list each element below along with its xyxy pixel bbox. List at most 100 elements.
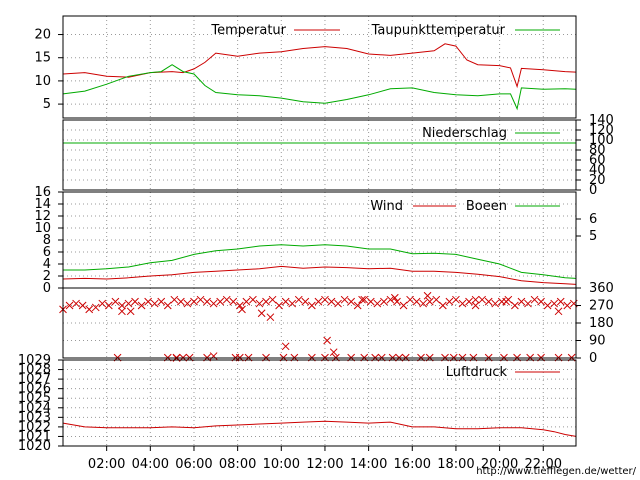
pressure-left-tick-label: 1022 [18, 420, 51, 435]
wind_direction-point [91, 303, 100, 312]
precipitation-right-tick-label: 0 [589, 183, 597, 198]
pressure-left-tick-label: 1023 [18, 410, 51, 425]
wind_direction-right-tick-label: 90 [589, 334, 606, 349]
wind_direction-point [390, 293, 399, 302]
wind_direction-right-tick-label: 270 [589, 299, 614, 314]
wind_direction-point [301, 297, 310, 306]
wind_direction-point [281, 342, 290, 351]
grid-layer [63, 16, 576, 446]
credit-url: http://www.tiefflegen.de/wetter/ [476, 466, 636, 477]
wind_direction-point [524, 299, 532, 308]
temperature-legend-label: Taupunkttemperatur [371, 23, 506, 38]
precipitation-right-tick-label: 120 [589, 123, 614, 138]
temperature-left-tick-label: 15 [34, 51, 51, 66]
x-tick-label: 08:00 [219, 457, 256, 472]
wind-right-tick-label: 6 [589, 212, 597, 227]
wind_direction-point [438, 301, 447, 310]
wind-series-0 [62, 265, 577, 285]
temperature-series-1 [62, 64, 577, 111]
precipitation-right-tick-label: 40 [589, 163, 606, 178]
wind_direction-point [386, 295, 395, 304]
wind-left-tick-label: 16 [34, 185, 51, 200]
wind-left-tick-label: 10 [34, 221, 51, 236]
pressure-left-tick-label: 1026 [18, 382, 51, 397]
precipitation-right-tick-label: 100 [589, 133, 614, 148]
wind_direction-point [85, 305, 94, 314]
pressure-frame [62, 359, 577, 447]
wind_direction-point [268, 295, 277, 304]
wind_direction-point [209, 352, 218, 360]
wind_direction-right-tick-label: 0 [589, 351, 597, 366]
wind_direction-point [126, 307, 135, 316]
x-tick-label: 02:00 [88, 457, 125, 472]
pressure-left-tick-label: 1028 [18, 363, 51, 378]
wind_direction-point [563, 301, 572, 310]
wind_direction-right-tick-label: 360 [589, 281, 614, 296]
wind-left-tick-label: 6 [43, 245, 51, 260]
wind_direction-point [358, 295, 366, 304]
wind_direction-point [98, 299, 107, 308]
wind_direction-point [412, 297, 421, 306]
wind-left-tick-label: 0 [43, 281, 51, 296]
wind_direction-point [150, 299, 159, 308]
wind_direction-point [406, 295, 414, 304]
pressure-left-tick-label: 1025 [18, 391, 51, 406]
wind_direction-point [321, 295, 329, 304]
wind-series-1 [63, 244, 577, 279]
pressure-left-tick-label: 1027 [18, 372, 51, 387]
wind_direction-point [465, 297, 473, 306]
x-tick-label: 04:00 [132, 457, 169, 472]
wind_direction-point [144, 297, 152, 306]
wind_direction-point [118, 301, 126, 310]
wind_direction-point [423, 291, 432, 300]
wind_direction-point [196, 295, 205, 304]
wind_direction-point [334, 299, 342, 308]
wind_direction-point [517, 297, 526, 306]
pressure-left-tick-label: 1029 [18, 353, 51, 368]
wind_direction-point [104, 301, 113, 310]
wind_direction-point [177, 297, 185, 306]
wind_direction-point [399, 301, 408, 310]
precipitation-right-tick-label: 60 [589, 153, 606, 168]
wind_direction-point [452, 295, 460, 304]
wind_direction-point [288, 299, 297, 308]
wind_direction-point [314, 297, 323, 306]
wind_direction-point [170, 295, 179, 304]
wind_direction-point [556, 297, 565, 306]
wind_direction-point [266, 313, 275, 322]
x-tick-label: 10:00 [263, 457, 300, 472]
wind_direction-point [484, 297, 493, 306]
wind_direction-point [238, 305, 246, 314]
x-tick-label: 12:00 [306, 457, 343, 472]
wind_direction-point [502, 297, 510, 306]
wind_direction-point [275, 301, 283, 310]
wind_direction-point [478, 295, 486, 304]
wind_direction-point [249, 295, 257, 304]
wind_direction-point [242, 297, 251, 306]
wind_direction-point [471, 295, 480, 304]
wind_direction-point [78, 301, 87, 310]
precipitation-right-tick-label: 20 [589, 173, 606, 188]
wind_direction-point [380, 297, 388, 306]
tick-layer: 5101520020406080100120140024681012141656… [18, 28, 614, 472]
wind_direction-point [491, 299, 500, 308]
wind_direction-point [340, 295, 349, 304]
wind_direction-point [235, 301, 244, 310]
wind_direction-point [262, 297, 270, 306]
wind-legend-label: Wind [370, 199, 403, 214]
pressure-legend-label: Luftdruck [446, 365, 508, 380]
legend-layer: Temperatur Taupunkttemperatur Niederschlag… [210, 23, 560, 380]
wind_direction-point [255, 299, 264, 308]
wind_direction-point [419, 299, 428, 308]
wind_direction-point [137, 301, 146, 310]
wind_direction-point [163, 301, 172, 310]
wind_direction-point [530, 295, 539, 304]
precipitation-legend-label: Niederschlag [422, 126, 507, 141]
wind_direction-point [543, 301, 552, 310]
wind-legend-label: Boeen [466, 199, 507, 214]
wind_direction-point [471, 301, 480, 310]
wind_direction-point [111, 297, 120, 306]
wind_direction-point [353, 301, 362, 310]
wind_direction-point [537, 297, 545, 306]
